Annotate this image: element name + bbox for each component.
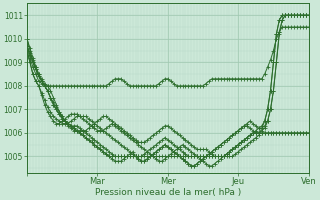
X-axis label: Pression niveau de la mer( hPa ): Pression niveau de la mer( hPa ) (95, 188, 241, 197)
